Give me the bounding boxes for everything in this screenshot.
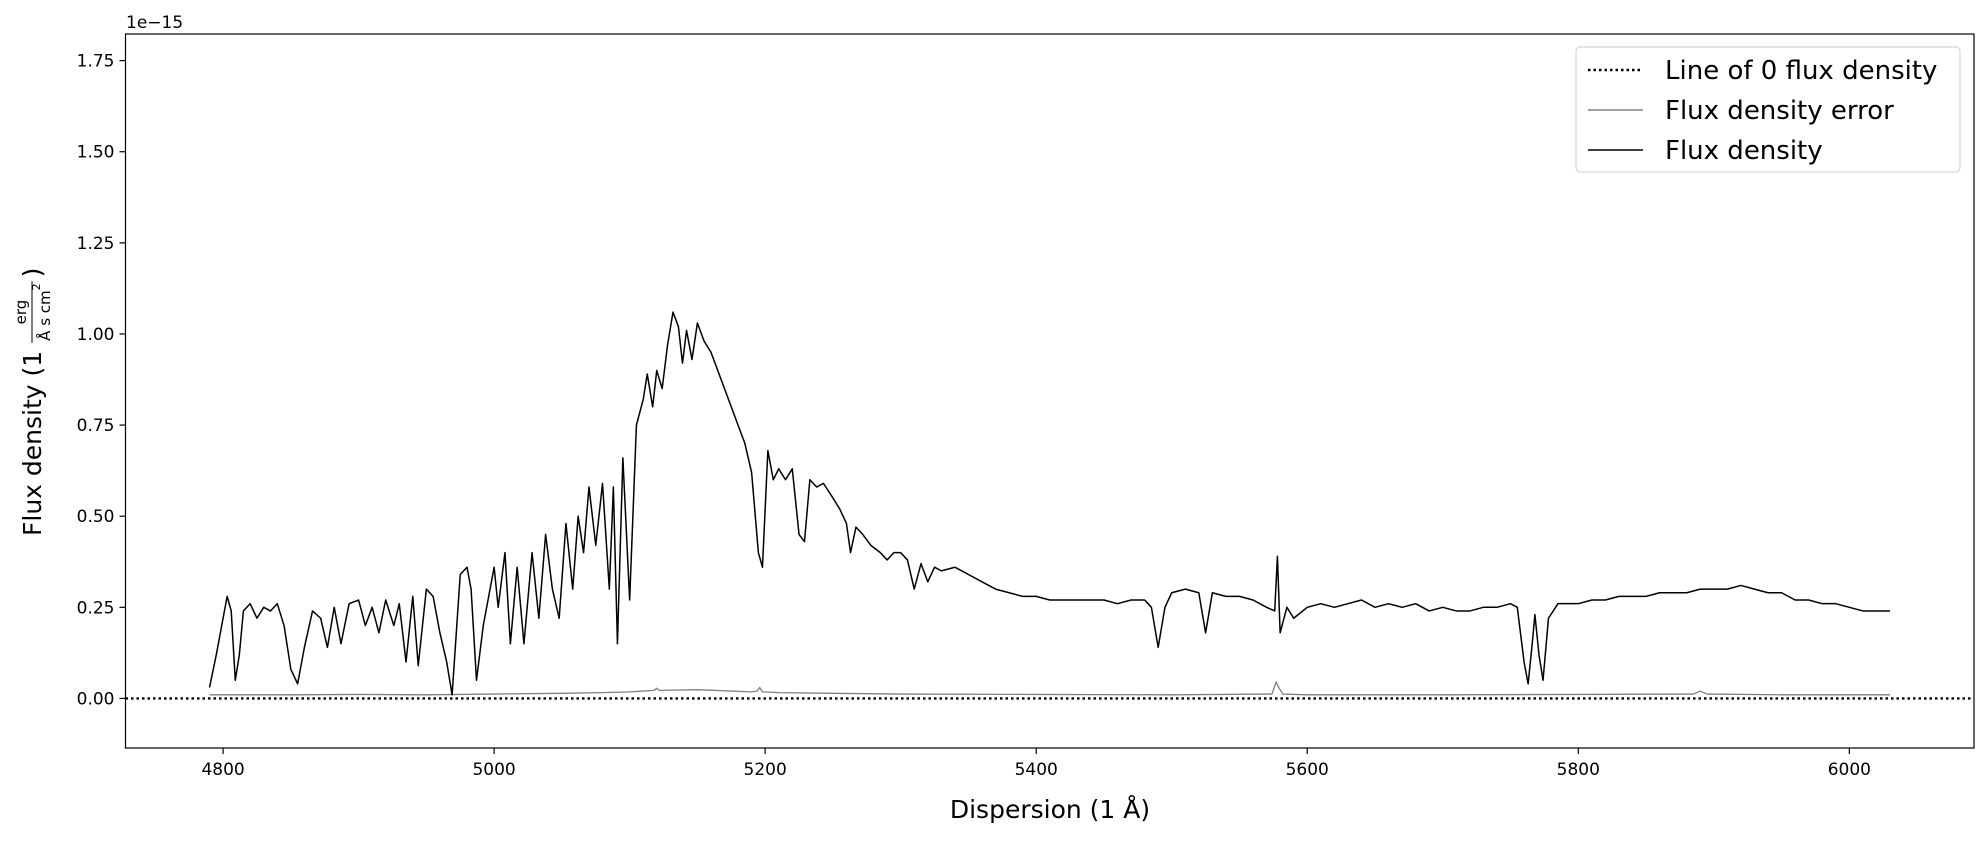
y-label-text: Flux density (1 [18, 351, 47, 536]
y-tick-label: 1.75 [77, 52, 115, 72]
legend-box [1575, 46, 1961, 173]
y-label-close: ) [18, 268, 47, 278]
y-tick-label: 1.25 [77, 234, 115, 254]
series-line [208, 311, 1890, 696]
y-tick-label: 0.00 [77, 689, 115, 709]
y-label-denominator: Å s cm [35, 290, 54, 340]
x-axis-label: Dispersion (1 Å) [950, 795, 1150, 824]
series-line [209, 681, 1890, 696]
plot-frame [124, 33, 1975, 749]
x-tick-label: 6000 [1828, 760, 1871, 780]
legend-label: Flux density error [1665, 96, 1894, 126]
y-offset-text: 1e−15 [126, 13, 183, 33]
x-tick-label: 5200 [744, 760, 787, 780]
y-axis-label: Flux density (1 erg Å s cm2) [12, 268, 54, 536]
x-tick-label: 5800 [1557, 760, 1600, 780]
x-tick-label: 5000 [472, 760, 515, 780]
legend-label: Flux density [1665, 136, 1823, 166]
y-tick-label: 0.75 [77, 416, 115, 436]
y-tick-label: 1.50 [77, 143, 115, 163]
y-tick-label: 1.00 [77, 325, 115, 345]
x-tick-label: 5600 [1286, 760, 1329, 780]
x-tick-label: 4800 [201, 760, 244, 780]
y-tick-label: 0.25 [77, 598, 115, 618]
y-tick-label: 0.50 [77, 507, 115, 527]
legend-label: Line of 0 flux density [1665, 56, 1937, 86]
y-label-exponent: 2 [30, 283, 43, 290]
y-label-numerator: erg [12, 300, 30, 325]
x-tick-label: 5400 [1015, 760, 1058, 780]
